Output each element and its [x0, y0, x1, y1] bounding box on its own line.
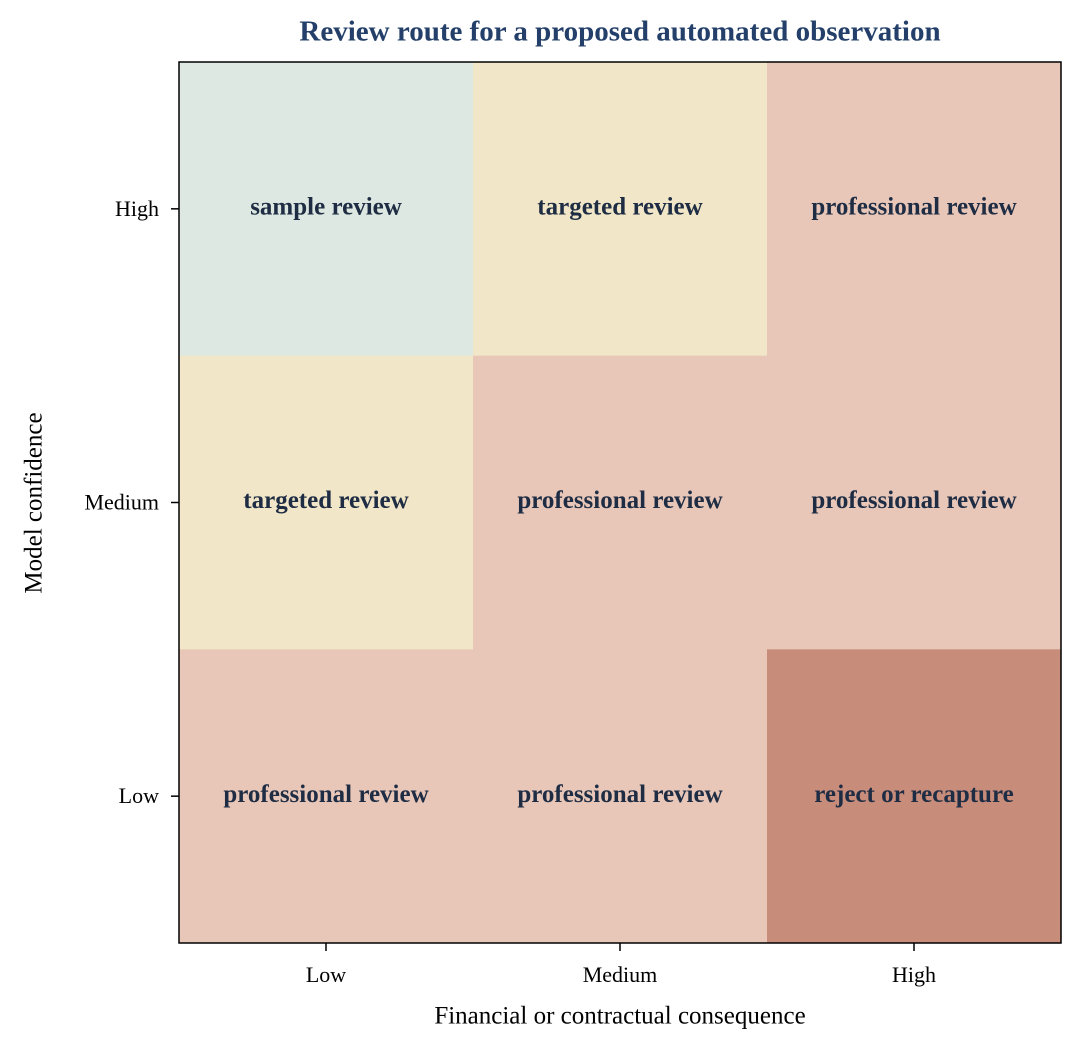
- y-axis-label: Model confidence: [21, 412, 48, 593]
- cell-label: targeted review: [537, 194, 702, 221]
- cell-label: professional review: [223, 781, 428, 808]
- x-axis-label: Financial or contractual consequence: [434, 1003, 805, 1030]
- cells: [179, 62, 1062, 944]
- chart-title: Review route for a proposed automated ob…: [299, 16, 940, 48]
- cell: [179, 649, 474, 944]
- cell: [473, 62, 768, 357]
- cell-label: professional review: [811, 487, 1016, 514]
- cell: [179, 62, 474, 357]
- cell-label: professional review: [517, 781, 722, 808]
- cell-label: sample review: [250, 194, 402, 221]
- y-tick-label: Medium: [84, 490, 159, 515]
- cell: [473, 355, 768, 650]
- cell-label: targeted review: [243, 487, 408, 514]
- x-tick-label: Low: [306, 962, 346, 987]
- cell-label: reject or recapture: [814, 781, 1013, 808]
- y-tick-label: Low: [119, 783, 159, 808]
- x-tick-label: High: [892, 962, 936, 987]
- y-tick-label: High: [115, 196, 159, 221]
- cell: [473, 649, 768, 944]
- cell-label: professional review: [811, 194, 1016, 221]
- cell: [767, 355, 1062, 650]
- x-tick-label: Medium: [583, 962, 658, 987]
- cell: [179, 355, 474, 650]
- cell-label: professional review: [517, 487, 722, 514]
- cell: [767, 62, 1062, 357]
- cell: [767, 649, 1062, 944]
